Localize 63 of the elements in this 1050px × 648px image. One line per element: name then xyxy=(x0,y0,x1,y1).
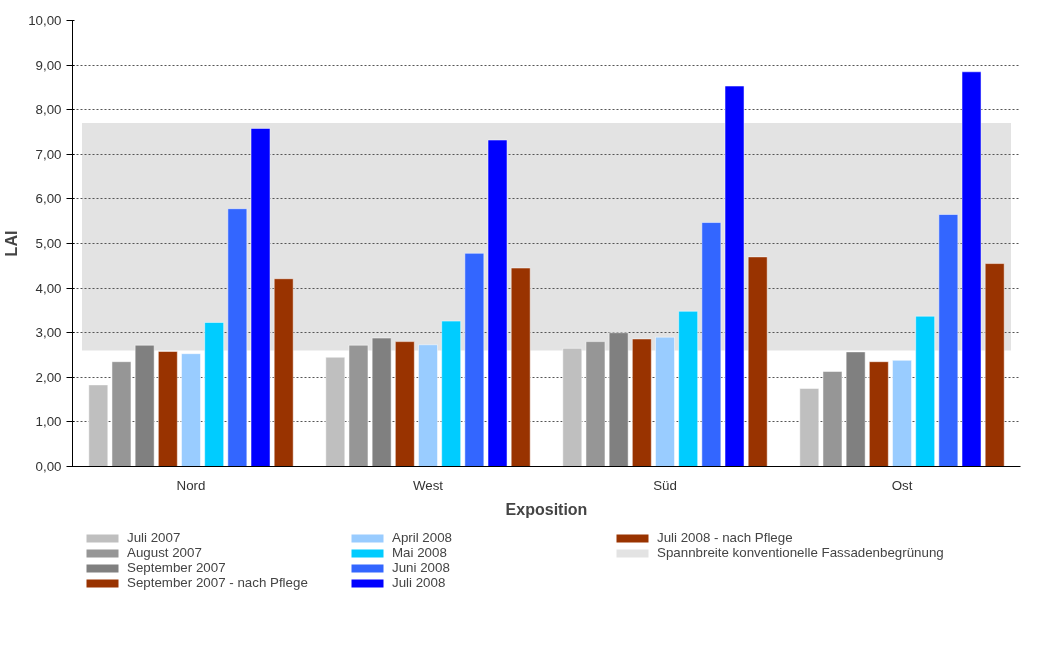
x-axis-title: Exposition xyxy=(505,500,588,518)
bar xyxy=(250,128,271,467)
bar xyxy=(632,338,652,467)
bar xyxy=(562,348,583,467)
bar xyxy=(724,85,745,467)
bar xyxy=(822,371,843,467)
bar xyxy=(88,384,109,467)
legend-label: April 2008 xyxy=(392,530,454,545)
bar xyxy=(204,322,224,467)
bar xyxy=(441,320,461,467)
legend-label: Spannbreite konventionelle Fassadenbegrünung xyxy=(657,545,944,560)
y-tick-label: 5,00 xyxy=(35,236,62,251)
bar xyxy=(984,263,1005,467)
bar xyxy=(915,315,935,467)
bar xyxy=(227,208,248,467)
bar xyxy=(487,139,508,467)
x-tick-label: Nord xyxy=(176,477,206,493)
x-tick-label: Ost xyxy=(891,477,913,493)
bar xyxy=(111,361,132,467)
bar xyxy=(273,278,294,467)
x-tick-label: Süd xyxy=(653,477,677,493)
y-tick-label: 3,00 xyxy=(35,325,62,341)
bar xyxy=(510,267,531,467)
y-tick-label: 2,00 xyxy=(35,369,62,385)
bar xyxy=(961,71,982,467)
x-tick-label: West xyxy=(412,477,444,493)
bar xyxy=(464,253,485,467)
legend-label: Juli 2008 - nach Pflege xyxy=(657,530,794,545)
bar xyxy=(845,351,866,467)
bar xyxy=(608,332,629,467)
bar xyxy=(395,341,415,467)
legend-label: September 2007 xyxy=(127,560,227,575)
y-tick-label: 6,00 xyxy=(35,191,62,207)
y-tick-label: 9,00 xyxy=(35,57,62,73)
bar xyxy=(585,341,606,467)
y-tick-label: 7,00 xyxy=(35,146,62,162)
y-tick-label: 1,00 xyxy=(35,414,62,430)
bar xyxy=(655,336,675,467)
bar xyxy=(892,360,912,467)
y-tick-label: 0,00 xyxy=(35,459,62,474)
bar xyxy=(181,353,201,467)
bar xyxy=(371,337,392,467)
bar xyxy=(158,351,178,467)
legend-label: September 2007 - nach Pflege xyxy=(127,575,309,590)
bar xyxy=(325,356,346,467)
legend-label: August 2007 xyxy=(127,545,203,560)
y-tick-label: 8,00 xyxy=(35,102,62,118)
bar xyxy=(799,388,820,467)
bar xyxy=(701,222,722,467)
bar xyxy=(418,344,438,467)
bar xyxy=(134,344,155,467)
bar xyxy=(348,344,369,467)
y-tick-label: 4,00 xyxy=(35,280,62,296)
bar xyxy=(869,361,889,467)
bar xyxy=(678,311,698,467)
bar xyxy=(747,256,768,467)
legend-label: Juli 2007 xyxy=(127,530,182,545)
legend-label: Juli 2008 xyxy=(392,575,447,590)
legend-label: Juni 2008 xyxy=(392,560,451,575)
bar xyxy=(938,214,959,467)
y-tick-label: 10,00 xyxy=(28,13,62,28)
legend-label: Mai 2008 xyxy=(392,545,448,560)
y-axis-title: LAI xyxy=(3,230,21,257)
